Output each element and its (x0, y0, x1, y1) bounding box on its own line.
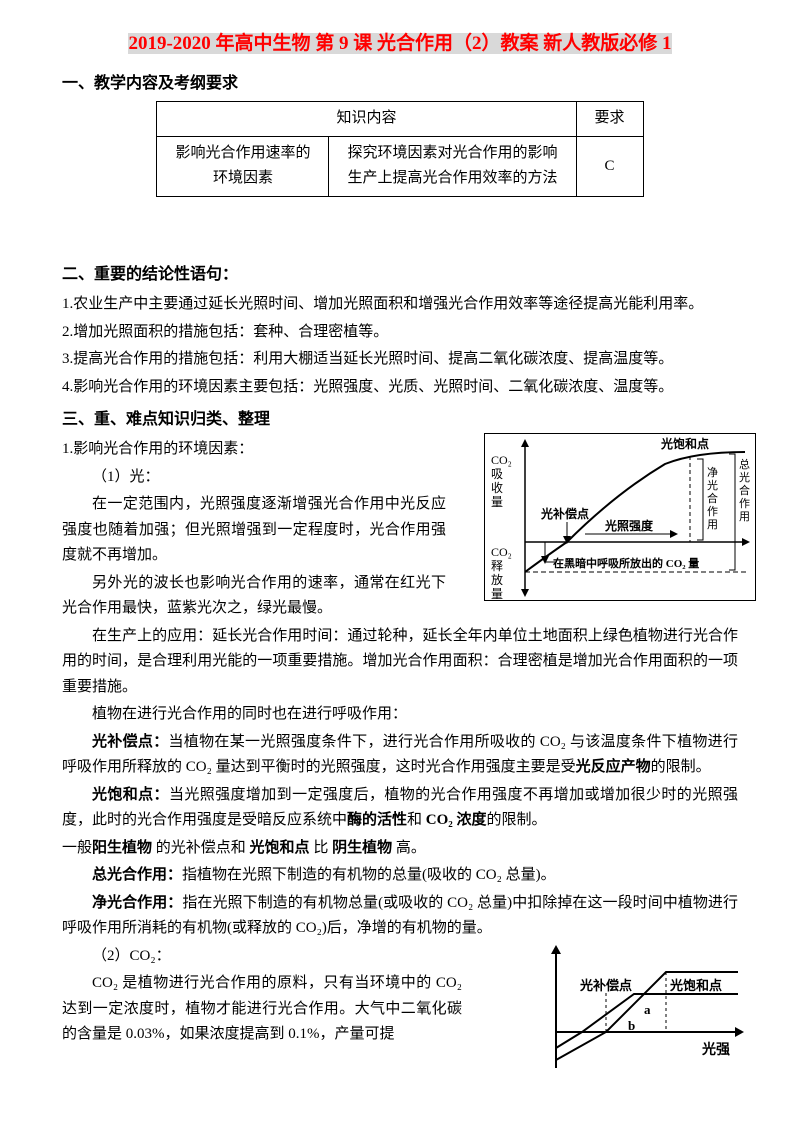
title-text: 2019-2020 年高中生物 第 9 课 光合作用（2）教案 新人教版必修 1 (128, 33, 671, 54)
svg-text:作: 作 (707, 505, 718, 518)
table-row: 知识内容 要求 (157, 102, 643, 137)
svg-text:释: 释 (491, 559, 503, 573)
sun-plant-term: 阳生植物 (92, 840, 152, 856)
svg-text:收: 收 (491, 481, 503, 495)
total-ps-term: 总光合作用： (92, 867, 182, 883)
cell-topic: 影响光合作用速率的 环境因素 (157, 136, 329, 196)
cell-line: 影响光合作用速率的 (175, 145, 310, 161)
light-reaction-product-term: 光反应产物 (576, 759, 651, 775)
sec3-p13: CO₂ 是植物进行光合作用的原料，只有当环境中的 CO₂ 达到一定浓度时，植物才… (62, 971, 462, 1048)
p9g: 高。 (392, 840, 426, 856)
svg-text:用: 用 (739, 511, 750, 523)
conclusion-3: 3.提高光合作用的措施包括：利用大棚适当延长光照时间、提高二氧化碳浓度、提高温度… (62, 347, 738, 373)
total-label: 总 (739, 457, 750, 471)
p9c: 的光补偿点和 (152, 840, 250, 856)
cell-level: C (576, 136, 643, 196)
svg-text:量: 量 (491, 587, 503, 601)
conclusion-1: 1.农业生产中主要通过延长光照时间、增加光照面积和增强光合作用效率等途径提高光能… (62, 292, 738, 318)
cell-line: 环境因素 (213, 170, 273, 186)
svg-text:量: 量 (491, 495, 503, 509)
sec3-p4: 另外光的波长也影响光合作用的速率，通常在红光下光合作用最快，蓝紫光次之，绿光最慢… (62, 571, 446, 622)
section-1-heading: 一、教学内容及考纲要求 (62, 70, 738, 97)
y-label-top2: 吸 (491, 467, 503, 481)
sec3-p11: 净光合作用：指在光照下制造的有机物总量(或吸收的 CO₂ 总量)中扣除掉在这一段… (62, 891, 738, 942)
x-axis-label: 光照强度 (604, 518, 654, 533)
co2-conc-term: CO₂ 浓度 (422, 812, 487, 828)
comp-point-label: 光补偿点 (540, 506, 589, 521)
p10b: 指植物在光照下制造的有机物的总量(吸收的 CO₂ 总量)。 (182, 867, 556, 883)
p7d: 的限制。 (651, 759, 711, 775)
svg-text:合: 合 (739, 483, 750, 497)
th-req: 要求 (576, 102, 643, 137)
sec3-p9: 一般阳生植物 的光补偿点和 光饱和点 比 阴生植物 高。 (62, 836, 738, 862)
y-label-top: CO₂ (491, 453, 512, 467)
curve-a-label: a (644, 1002, 651, 1017)
svg-text:用: 用 (707, 519, 718, 531)
table-row: 影响光合作用速率的 环境因素 探究环境因素对光合作用的影响 生产上提高光合作用效… (157, 136, 643, 196)
sec3-p8: 光饱和点：当光照强度增加到一定强度后，植物的光合作用强度不再增加或增加很少时的光… (62, 783, 738, 834)
co2-chart: CO₂ 吸收 CO₂ 放出 光补偿点 光饱和点 a b 光强 (516, 942, 748, 1074)
syllabus-table: 知识内容 要求 影响光合作用速率的 环境因素 探究环境因素对光合作用的影响 生产… (156, 101, 643, 197)
sat-point-term: 光饱和点： (92, 787, 169, 803)
svg-text:放: 放 (491, 572, 503, 587)
page-title: 2019-2020 年高中生物 第 9 课 光合作用（2）教案 新人教版必修 1 (62, 28, 738, 60)
svg-text:作: 作 (739, 497, 750, 510)
svg-text:合: 合 (707, 491, 718, 505)
conclusion-2: 2.增加光照面积的措施包括：套种、合理密植等。 (62, 320, 738, 346)
net-label: 净 (707, 465, 718, 479)
sec3-p10: 总光合作用：指植物在光照下制造的有机物的总量(吸收的 CO₂ 总量)。 (62, 863, 738, 889)
chart2-svg: CO₂ 吸收 CO₂ 放出 光补偿点 光饱和点 a b 光强 (516, 942, 748, 1074)
section-3-heading: 三、重、难点知识归类、整理 (62, 406, 738, 433)
net-ps-term: 净光合作用： (92, 895, 182, 911)
svg-text:光: 光 (707, 478, 718, 492)
sec3-p6: 植物在进行光合作用的同时也在进行呼吸作用： (62, 702, 738, 728)
x-label: 光强 (701, 1041, 730, 1058)
sat-term2: 光饱和点 (250, 840, 310, 856)
sat-label: 光饱和点 (669, 978, 722, 993)
enzyme-term: 酶的活性 (347, 812, 407, 828)
th-content: 知识内容 (157, 102, 576, 137)
sec3-p3: 在一定范围内，光照强度逐渐增强光合作用中光反应强度也随着加强；但光照增强到一定程… (62, 492, 446, 569)
sec3-p7: 光补偿点：当植物在某一光照强度条件下，进行光合作用所吸收的 CO₂ 与该温度条件… (62, 730, 738, 781)
p9a: 一般 (62, 840, 92, 856)
chart-svg: CO₂ 吸 收 量 CO₂ 释 放 量 光补偿点 光饱和点 净 光 合 作 用 … (485, 434, 757, 602)
comp-point-term: 光补偿点： (92, 734, 169, 750)
shade-plant-term: 阴生植物 (332, 840, 392, 856)
y-label-bot: CO₂ (491, 545, 512, 559)
light-intensity-chart: CO₂ 吸 收 量 CO₂ 释 放 量 光补偿点 光饱和点 净 光 合 作 用 … (484, 433, 756, 601)
p9e: 比 (310, 840, 333, 856)
conclusion-4: 4.影响光合作用的环境因素主要包括：光照强度、光质、光照时间、二氧化碳浓度、温度… (62, 375, 738, 401)
svg-text:光: 光 (739, 470, 750, 484)
curve-b-label: b (628, 1018, 635, 1033)
p8d: 和 (407, 812, 422, 828)
cell-line: 生产上提高光合作用效率的方法 (347, 170, 557, 186)
cell-line: 探究环境因素对光合作用的影响 (347, 145, 557, 161)
comp-label: 光补偿点 (579, 978, 632, 993)
sec3-p5: 在生产上的应用：延长光合作用时间：通过轮种，延长全年内单位土地面积上绿色植物进行… (62, 624, 738, 701)
dark-resp-label: 在黑暗中呼吸所放出的 CO₂ 量 (553, 556, 699, 570)
cell-detail: 探究环境因素对光合作用的影响 生产上提高光合作用效率的方法 (329, 136, 576, 196)
section-2-heading: 二、重要的结论性语句： (62, 261, 738, 288)
p8f: 的限制。 (487, 812, 547, 828)
sat-point-label: 光饱和点 (660, 436, 709, 451)
